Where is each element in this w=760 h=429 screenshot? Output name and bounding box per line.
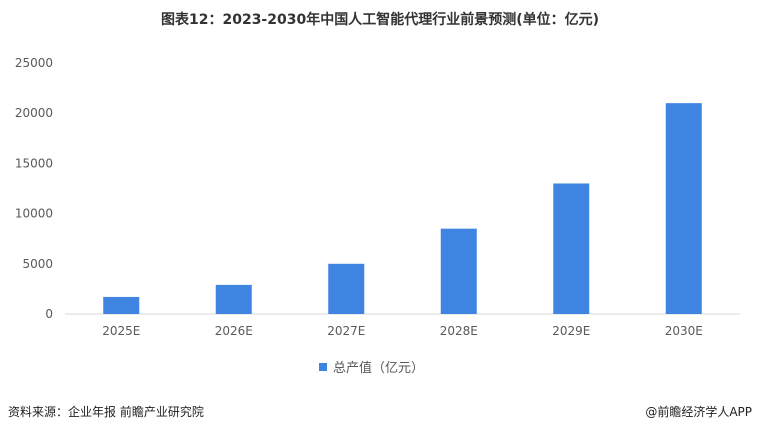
y-tick-label: 10000 — [15, 207, 53, 221]
legend: 总产值（亿元） — [319, 357, 424, 376]
x-tick-label: 2028E — [440, 324, 478, 338]
legend-swatch — [319, 362, 327, 371]
y-tick-label: 20000 — [15, 106, 53, 120]
y-axis: 0 5000 10000 15000 20000 25000 — [15, 56, 53, 321]
x-tick-label: 2026E — [215, 324, 253, 338]
bar-2026E — [215, 284, 252, 314]
bar-2028E — [440, 228, 477, 314]
bar-2029E — [553, 183, 590, 314]
credit-note: @前瞻经济学人APP — [645, 405, 752, 419]
x-tick-label: 2027E — [327, 324, 365, 338]
source-note: 资料来源：企业年报 前瞻产业研究院 — [8, 405, 204, 419]
bar-2027E — [328, 263, 365, 314]
bar-2030E — [665, 103, 702, 314]
y-tick-label: 15000 — [15, 156, 53, 170]
bars — [103, 103, 702, 314]
bar-2025E — [103, 296, 140, 314]
y-tick-label: 0 — [45, 307, 53, 321]
legend-label: 总产值（亿元） — [333, 361, 425, 376]
chart-title: 图表12：2023-2030年中国人工智能代理行业前景预测(单位：亿元) — [160, 12, 600, 28]
x-axis: 2025E 2026E 2027E 2028E 2029E 2030E — [65, 313, 740, 338]
x-tick-label: 2025E — [102, 324, 140, 338]
y-tick-label: 25000 — [15, 56, 53, 70]
y-tick-label: 5000 — [22, 257, 53, 271]
x-tick-label: 2030E — [665, 324, 703, 338]
x-tick-label: 2029E — [552, 324, 590, 338]
